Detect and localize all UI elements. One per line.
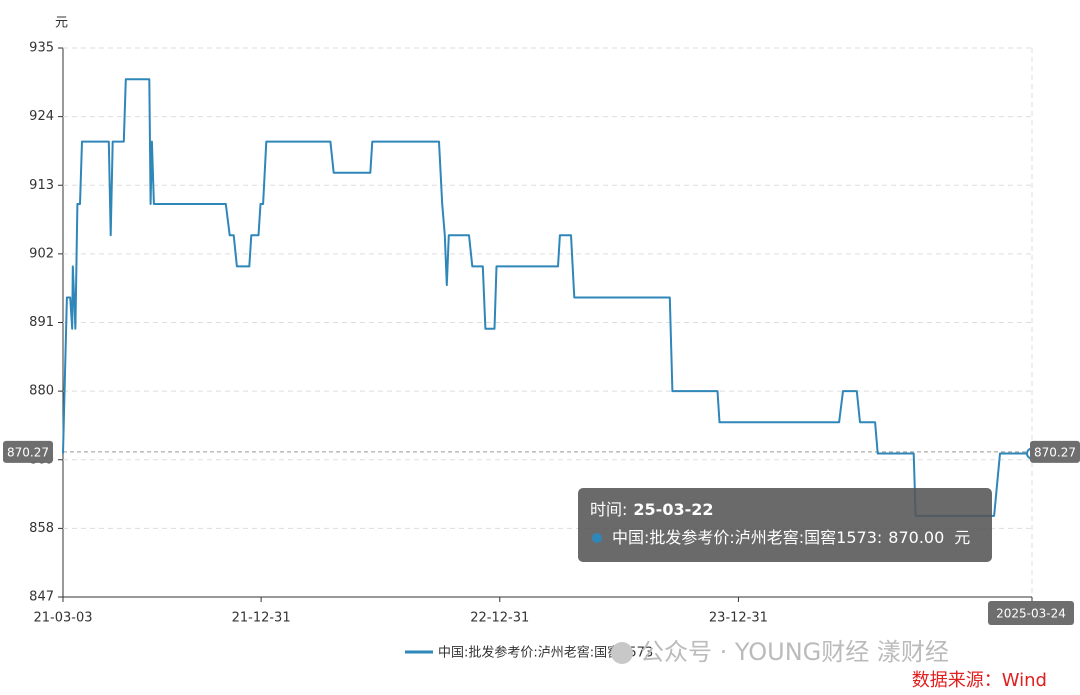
legend-label: 中国:批发参考价:泸州老窖:国窖1573 xyxy=(438,645,653,661)
crosshair-y-label: 870.27 xyxy=(7,445,49,459)
crosshair-x-label: 2025-03-24 xyxy=(996,607,1066,621)
x-tick-label: 21-03-03 xyxy=(33,611,92,626)
y-tick-label: 902 xyxy=(29,246,54,261)
tooltip-row: 中国:批发参考价:泸州老窖:国窖1573: 870.00 元 xyxy=(612,528,970,547)
tooltip-time: 时间: 25-03-22 xyxy=(590,500,713,519)
x-tick-label: 22-12-31 xyxy=(470,611,529,626)
tooltip-unit: 元 xyxy=(954,528,970,547)
crosshair-badge xyxy=(3,440,53,463)
tooltip-value: 870.00 xyxy=(888,528,944,547)
tooltip: 时间: 25-03-22 中国:批发参考价:泸州老窖:国窖1573: 870.00 元 xyxy=(578,488,992,562)
y-tick-label: 924 xyxy=(29,109,54,124)
tooltip-time-label: 时间: xyxy=(590,500,627,519)
tooltip-marker xyxy=(592,533,602,543)
source-note: 数据来源：Wind xyxy=(912,670,1047,691)
tooltip-box xyxy=(578,488,992,562)
crosshair-badge xyxy=(1030,440,1080,463)
watermark: 公众号 · YOUNG财经 漾财经 xyxy=(640,638,949,666)
watermark-icon xyxy=(611,642,633,664)
y-tick-label: 913 xyxy=(29,178,54,193)
tooltip-time-value: 25-03-22 xyxy=(633,500,713,519)
x-tick-label: 21-12-31 xyxy=(232,611,291,626)
y-unit: 元 xyxy=(55,16,68,31)
y-tick-label: 880 xyxy=(29,384,54,399)
y-tick-label: 935 xyxy=(29,41,54,56)
x-tick-label: 23-12-31 xyxy=(709,611,768,626)
crosshair-y-label: 870.27 xyxy=(1034,445,1076,459)
y-tick-label: 858 xyxy=(29,521,54,536)
y-tick-label: 891 xyxy=(29,315,54,330)
y-tick-label: 847 xyxy=(29,590,54,605)
tooltip-series-name: 中国:批发参考价:泸州老窖:国窖1573: xyxy=(612,528,882,547)
series-line xyxy=(62,78,1032,517)
crosshair-badge xyxy=(988,601,1074,625)
